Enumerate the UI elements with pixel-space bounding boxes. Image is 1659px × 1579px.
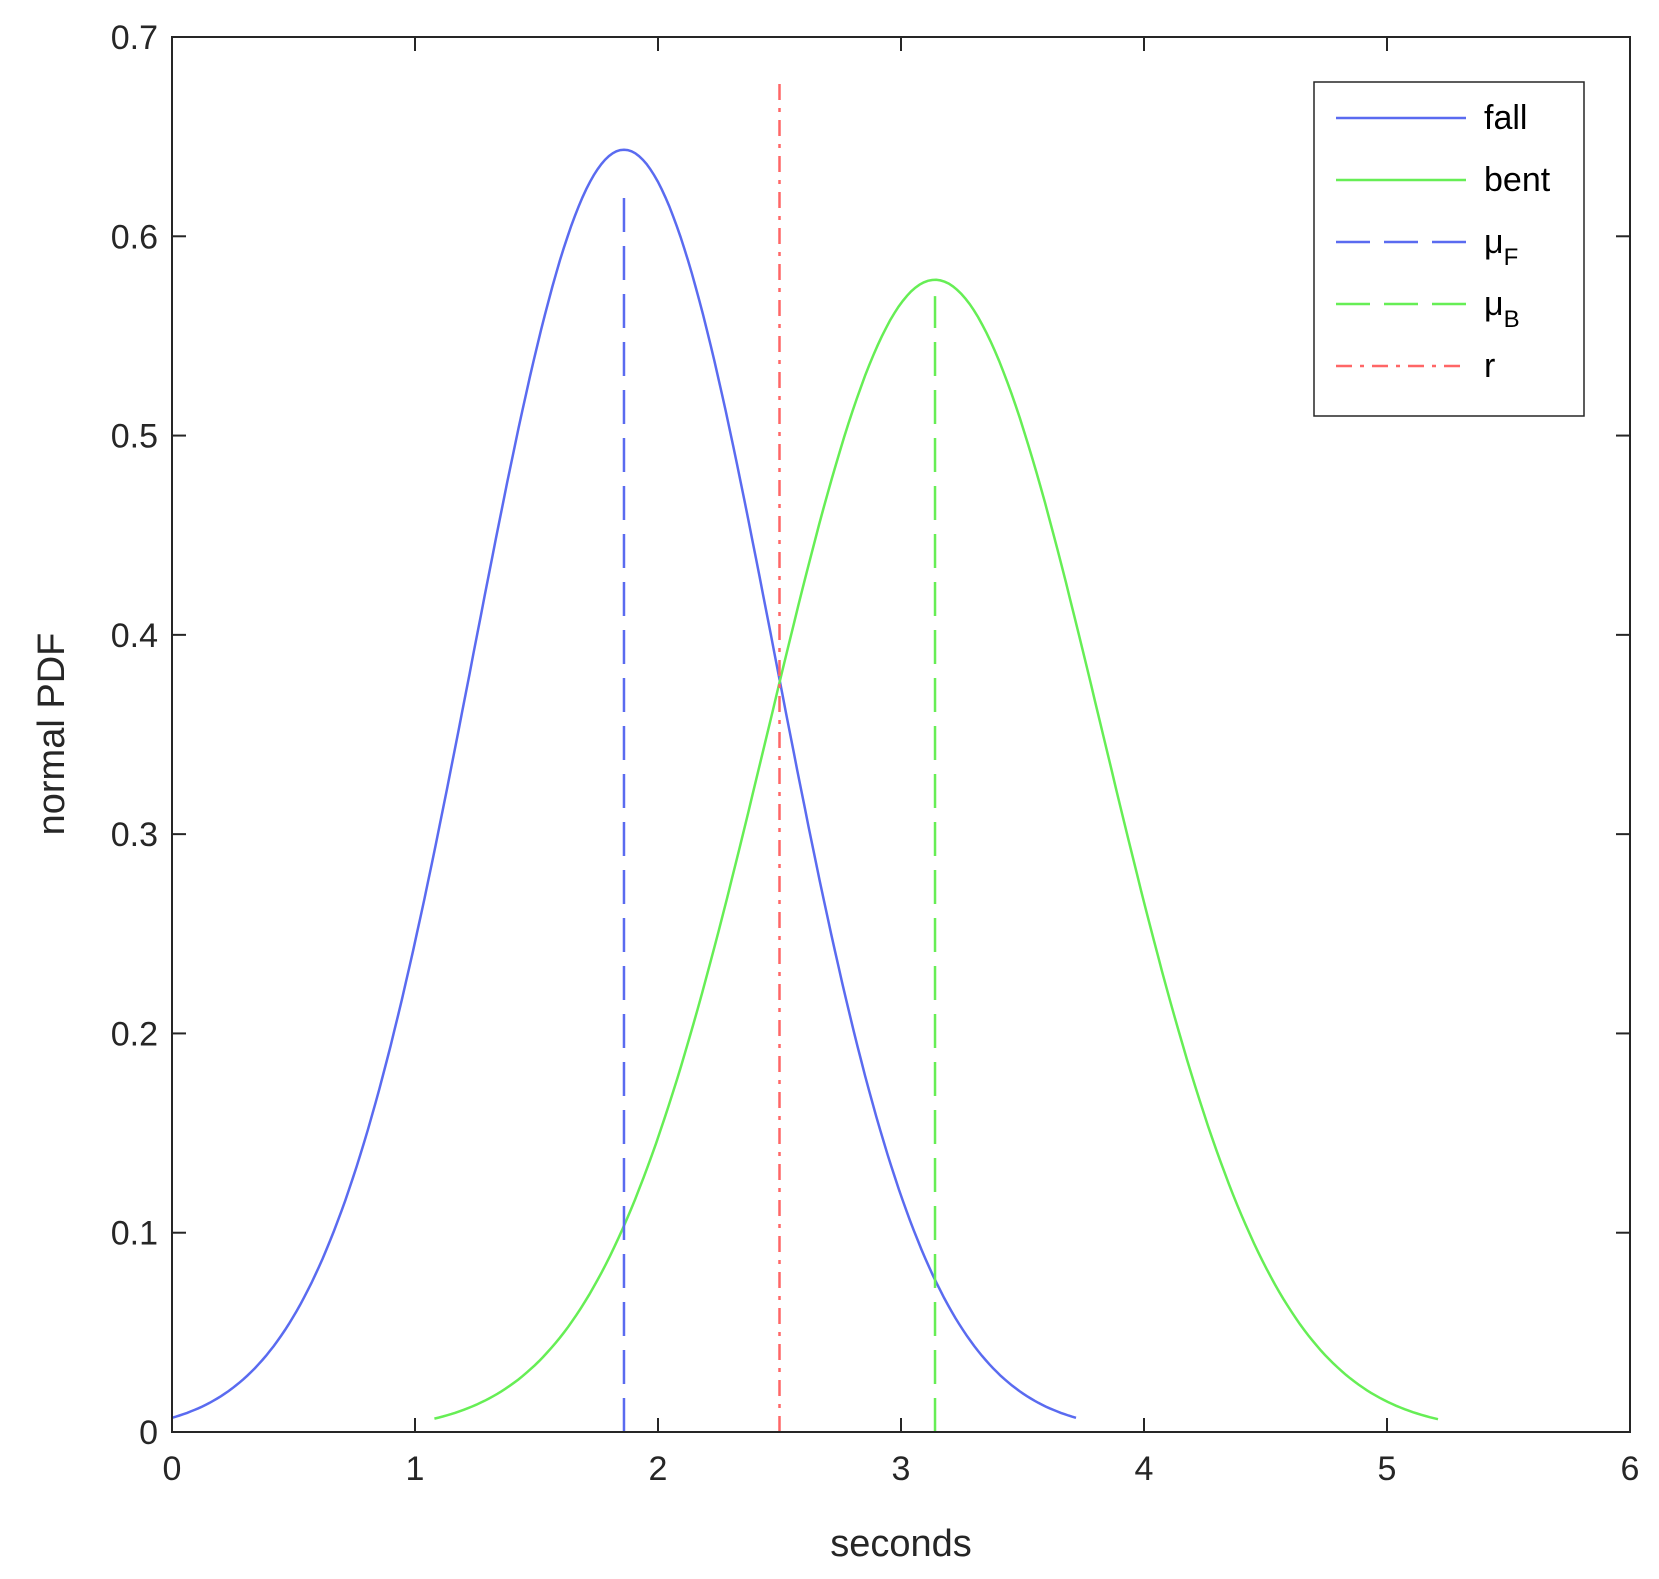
x-axis-label: seconds <box>830 1523 972 1565</box>
legend-label-subscript: F <box>1504 244 1519 271</box>
legend-label-subscript: B <box>1504 306 1520 333</box>
y-tick-label: 0.1 <box>111 1215 158 1253</box>
x-tick-label: 3 <box>892 1450 911 1488</box>
y-tick-label: 0.3 <box>111 816 158 854</box>
y-tick-label: 0.4 <box>111 617 158 655</box>
y-tick-label: 0.7 <box>111 19 158 57</box>
y-tick-label: 0 <box>139 1414 158 1452</box>
y-axis-label: normal PDF <box>31 633 73 836</box>
y-tick-label: 0.2 <box>111 1015 158 1053</box>
x-tick-label: 1 <box>406 1450 425 1488</box>
x-tick-label: 4 <box>1135 1450 1154 1488</box>
x-tick-label: 6 <box>1621 1450 1640 1488</box>
x-tick-label: 2 <box>649 1450 668 1488</box>
legend-label: bent <box>1484 161 1551 199</box>
y-tick-label: 0.5 <box>111 418 158 456</box>
legend-label: r <box>1484 347 1495 385</box>
legend-label: fall <box>1484 99 1527 137</box>
axes-layer: 0 1 2 3 4 5 6 0 0.1 0.2 0.3 0.4 0.5 0.6 0.7 <box>111 19 1640 1488</box>
y-tick-label: 0.6 <box>111 218 158 256</box>
series-line-bent <box>434 278 1439 1421</box>
x-tick-label: 5 <box>1378 1450 1397 1488</box>
series-line-fall <box>171 148 1077 1420</box>
series-layer <box>171 76 1439 1432</box>
x-tick-label: 0 <box>163 1450 182 1488</box>
legend-box <box>1313 81 1585 417</box>
